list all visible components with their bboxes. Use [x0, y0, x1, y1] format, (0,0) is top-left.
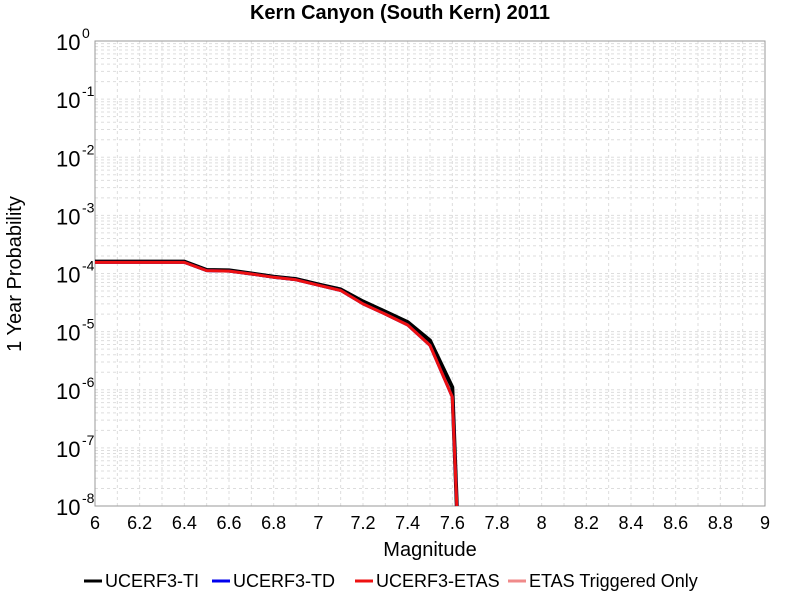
x-tick-label: 6.4: [172, 513, 197, 533]
plot-frame: [94, 40, 766, 507]
x-tick-label: 8.8: [708, 513, 733, 533]
legend-label-3: UCERF3-ETAS: [376, 571, 500, 591]
y-tick-label: 10 -5: [56, 316, 95, 346]
x-tick-label: 8.4: [618, 513, 643, 533]
x-tick-label: 9: [760, 513, 770, 533]
y-tick-label: 10 -4: [56, 258, 95, 288]
y-tick-base: 10: [56, 321, 80, 346]
y-tick-label: 10 -1: [56, 83, 95, 113]
y-tick-label: 10 -7: [56, 432, 95, 462]
y-tick-exponent: -8: [82, 490, 95, 506]
y-tick-label: 10 -2: [56, 141, 95, 171]
y-tick-exponent: -7: [82, 432, 95, 448]
x-tick-label: 7.8: [484, 513, 509, 533]
x-tick-label: 6.2: [127, 513, 152, 533]
y-tick-base: 10: [56, 379, 80, 404]
x-tick-label: 6.6: [216, 513, 241, 533]
series-lines: [95, 259, 459, 507]
x-tick-label: 7: [313, 513, 323, 533]
y-tick-exponent: -2: [82, 141, 95, 157]
y-axis-label: 1 Year Probability: [4, 196, 26, 352]
x-tick-label: 7.4: [395, 513, 420, 533]
x-tick-label: 6: [90, 513, 100, 533]
y-tick-exponent: -1: [82, 83, 95, 99]
y-tick-exponent: 0: [82, 25, 90, 41]
x-tick-label: 6.8: [261, 513, 286, 533]
y-tick-exponent: -6: [82, 374, 95, 390]
y-tick-label: 10 -3: [56, 199, 95, 229]
y-tick-base: 10: [56, 263, 80, 288]
legend: UCERF3-TI UCERF3-TD UCERF3-ETAS ETAS Trigge…: [84, 571, 698, 591]
y-tick-base: 10: [56, 204, 80, 229]
y-tick-label: 10 0: [56, 25, 90, 55]
x-tick-label: 7.2: [350, 513, 375, 533]
y-tick-base: 10: [56, 30, 80, 55]
x-tick-label: 8: [537, 513, 547, 533]
y-tick-label: 10 -8: [56, 490, 95, 520]
y-tick-base: 10: [56, 88, 80, 113]
legend-label-4: ETAS Triggered Only: [529, 571, 698, 591]
x-tick-label: 8.6: [663, 513, 688, 533]
y-tick-exponent: -5: [82, 316, 95, 332]
grid: [94, 41, 766, 507]
x-tick-label: 7.6: [440, 513, 465, 533]
chart-title: Kern Canyon (South Kern) 2011: [250, 2, 550, 24]
y-tick-exponent: -3: [82, 199, 95, 215]
y-tick-base: 10: [56, 437, 80, 462]
y-tick-base: 10: [56, 146, 80, 171]
series-line-3: [95, 260, 459, 507]
y-tick-base: 10: [56, 495, 80, 520]
x-tick-label: 8.2: [574, 513, 599, 533]
y-tick-exponent: -4: [82, 258, 95, 274]
x-tick-labels: 6 6.2 6.4 6.6 6.8 7 7.2 7.4 7.6 7.8 8 8.2 8.4 8.6 8.8 9: [90, 513, 770, 533]
legend-label-1: UCERF3-TI: [105, 571, 199, 591]
y-tick-label: 10 -6: [56, 374, 95, 404]
legend-label-2: UCERF3-TD: [233, 571, 335, 591]
x-axis-label: Magnitude: [383, 539, 476, 561]
